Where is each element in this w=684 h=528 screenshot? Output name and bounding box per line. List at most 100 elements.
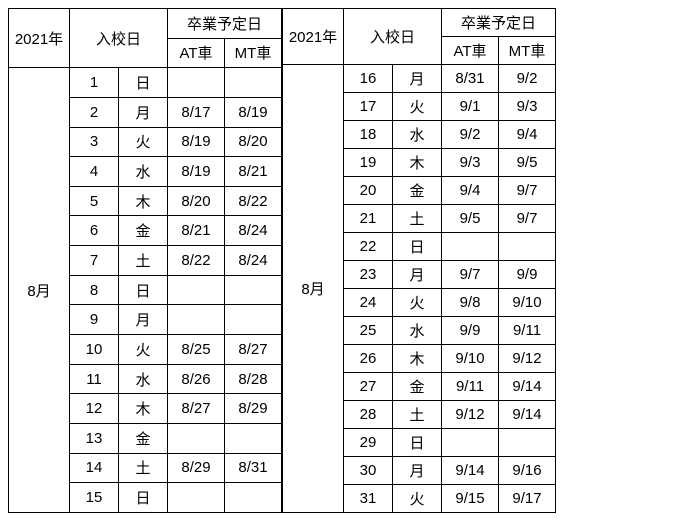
schedule-table-right: 2021年入校日卒業予定日AT車MT車8月16月8/319/217火9/19/3…: [282, 8, 556, 513]
mt-cell: 9/3: [499, 93, 556, 121]
weekday-cell: 火: [393, 289, 442, 317]
at-cell: 9/2: [442, 121, 499, 149]
day-cell: 4: [70, 157, 119, 187]
mt-cell: 9/9: [499, 261, 556, 289]
at-cell: 8/17: [168, 97, 225, 127]
day-cell: 13: [70, 423, 119, 453]
day-cell: 20: [344, 177, 393, 205]
day-cell: 25: [344, 317, 393, 345]
month-label: 8月: [283, 65, 344, 513]
mt-cell: 9/10: [499, 289, 556, 317]
weekday-cell: 水: [119, 364, 168, 394]
at-cell: 9/9: [442, 317, 499, 345]
day-cell: 15: [70, 483, 119, 513]
at-header: AT車: [442, 37, 499, 65]
day-cell: 26: [344, 345, 393, 373]
day-cell: 28: [344, 401, 393, 429]
weekday-cell: 金: [119, 216, 168, 246]
at-cell: 8/19: [168, 127, 225, 157]
day-cell: 9: [70, 305, 119, 335]
weekday-cell: 水: [393, 121, 442, 149]
weekday-cell: 木: [393, 345, 442, 373]
at-cell: [168, 305, 225, 335]
at-cell: 8/29: [168, 453, 225, 483]
grad-header: 卒業予定日: [442, 9, 556, 37]
mt-cell: 8/21: [225, 157, 282, 187]
weekday-cell: 木: [119, 186, 168, 216]
mt-header: MT車: [225, 38, 282, 68]
day-cell: 10: [70, 335, 119, 365]
day-cell: 11: [70, 364, 119, 394]
at-cell: 9/11: [442, 373, 499, 401]
mt-cell: 9/12: [499, 345, 556, 373]
mt-cell: 9/7: [499, 205, 556, 233]
weekday-cell: 日: [393, 429, 442, 457]
at-cell: 8/21: [168, 216, 225, 246]
mt-cell: 8/20: [225, 127, 282, 157]
mt-cell: 9/14: [499, 401, 556, 429]
at-cell: 8/22: [168, 246, 225, 276]
mt-header: MT車: [499, 37, 556, 65]
weekday-cell: 月: [393, 65, 442, 93]
day-cell: 29: [344, 429, 393, 457]
mt-cell: 9/14: [499, 373, 556, 401]
day-cell: 21: [344, 205, 393, 233]
mt-cell: [225, 305, 282, 335]
mt-cell: 9/5: [499, 149, 556, 177]
weekday-cell: 月: [119, 305, 168, 335]
day-cell: 24: [344, 289, 393, 317]
mt-cell: 8/19: [225, 97, 282, 127]
weekday-cell: 火: [393, 485, 442, 513]
at-cell: 8/26: [168, 364, 225, 394]
schedule-tables: 2021年入校日卒業予定日AT車MT車8月1日2月8/178/193火8/198…: [8, 8, 676, 513]
day-cell: 3: [70, 127, 119, 157]
weekday-cell: 木: [119, 394, 168, 424]
weekday-cell: 木: [393, 149, 442, 177]
weekday-cell: 金: [119, 423, 168, 453]
day-cell: 22: [344, 233, 393, 261]
day-cell: 5: [70, 186, 119, 216]
weekday-cell: 月: [119, 97, 168, 127]
day-cell: 12: [70, 394, 119, 424]
mt-cell: 9/16: [499, 457, 556, 485]
weekday-cell: 火: [119, 335, 168, 365]
mt-cell: 9/17: [499, 485, 556, 513]
day-cell: 27: [344, 373, 393, 401]
at-cell: 9/3: [442, 149, 499, 177]
day-cell: 1: [70, 68, 119, 98]
at-cell: 9/8: [442, 289, 499, 317]
weekday-cell: 土: [393, 205, 442, 233]
weekday-cell: 金: [393, 177, 442, 205]
mt-cell: 8/24: [225, 216, 282, 246]
mt-cell: 8/27: [225, 335, 282, 365]
at-cell: 9/12: [442, 401, 499, 429]
at-cell: [442, 233, 499, 261]
at-cell: [168, 275, 225, 305]
at-cell: 9/5: [442, 205, 499, 233]
weekday-cell: 土: [119, 246, 168, 276]
weekday-cell: 月: [393, 457, 442, 485]
enroll-header: 入校日: [344, 9, 442, 65]
day-cell: 7: [70, 246, 119, 276]
weekday-cell: 日: [119, 275, 168, 305]
at-cell: 9/7: [442, 261, 499, 289]
at-cell: 8/31: [442, 65, 499, 93]
year-header: 2021年: [283, 9, 344, 65]
schedule-table-left: 2021年入校日卒業予定日AT車MT車8月1日2月8/178/193火8/198…: [8, 8, 282, 513]
mt-cell: [225, 68, 282, 98]
mt-cell: 9/4: [499, 121, 556, 149]
at-cell: [442, 429, 499, 457]
weekday-cell: 火: [119, 127, 168, 157]
at-header: AT車: [168, 38, 225, 68]
year-header: 2021年: [9, 9, 70, 68]
day-cell: 2: [70, 97, 119, 127]
at-cell: 9/10: [442, 345, 499, 373]
mt-cell: 9/11: [499, 317, 556, 345]
day-cell: 19: [344, 149, 393, 177]
mt-cell: [499, 233, 556, 261]
weekday-cell: 金: [393, 373, 442, 401]
mt-cell: [225, 423, 282, 453]
weekday-cell: 日: [393, 233, 442, 261]
grad-header: 卒業予定日: [168, 9, 282, 39]
day-cell: 30: [344, 457, 393, 485]
